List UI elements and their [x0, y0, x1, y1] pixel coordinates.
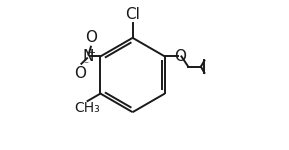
Text: O: O [86, 30, 98, 45]
Text: Cl: Cl [125, 7, 140, 22]
Text: +: + [87, 48, 95, 58]
Text: CH₃: CH₃ [74, 101, 100, 116]
Text: O: O [174, 49, 186, 64]
Text: O: O [74, 66, 86, 81]
Text: N: N [82, 49, 93, 64]
Text: ⁻: ⁻ [84, 60, 89, 70]
